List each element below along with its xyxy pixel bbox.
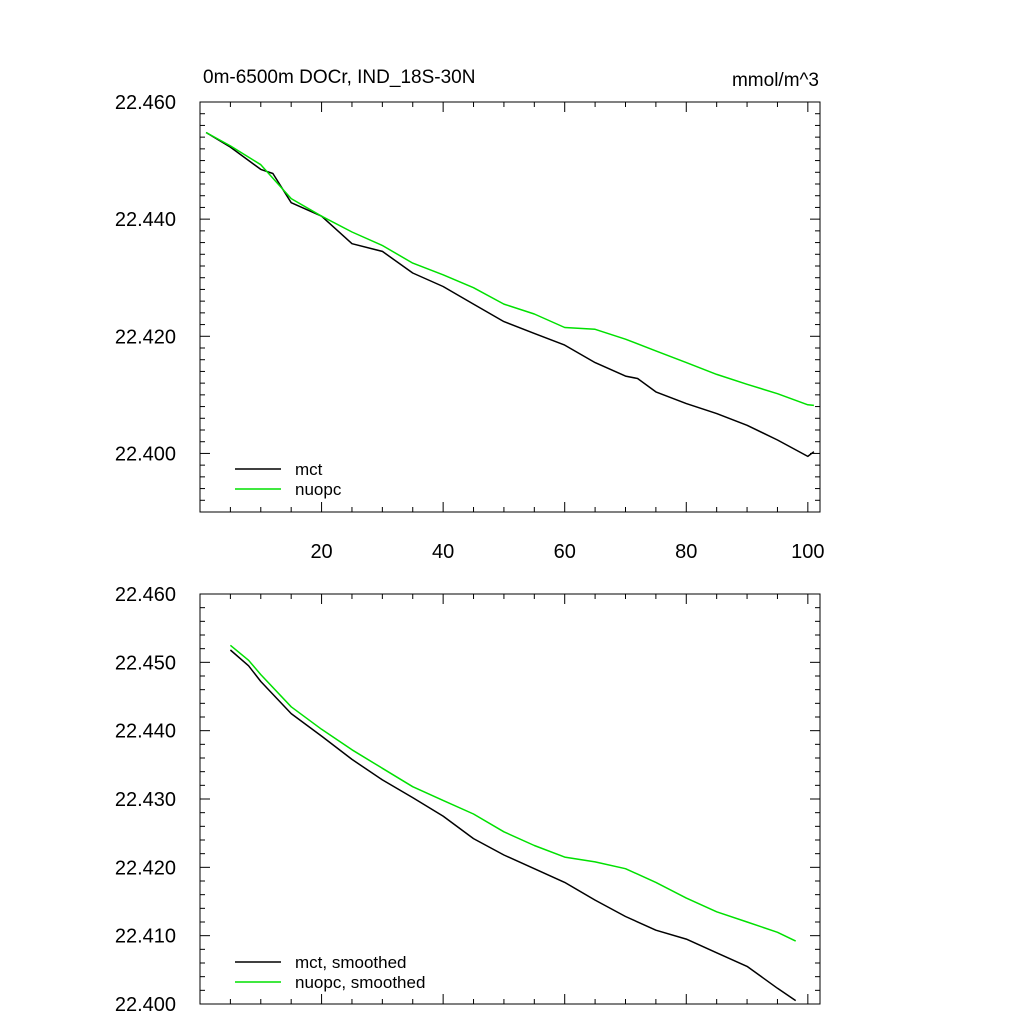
plot-frame-top: [199, 101, 821, 513]
series-lines-bottom: [229, 644, 797, 1002]
units-label: mmol/m^3: [732, 70, 819, 91]
x-tick-label: 80: [675, 541, 697, 563]
legend-label: nuopc, smoothed: [295, 973, 425, 992]
y-tick-label: 22.420: [115, 326, 176, 348]
panel-top: 0m-6500m DOCr, IND_18S-30N mmol/m^3 20 40…: [115, 67, 825, 563]
y-tick-label: 22.410: [115, 926, 176, 948]
legend-label: mct: [295, 460, 323, 479]
series-line-mct-smoothed: [229, 649, 797, 1002]
y-tick-label: 22.450: [115, 652, 176, 674]
y-tick-label: 22.400: [115, 443, 176, 465]
x-tick-label: 100: [791, 541, 824, 563]
series-line-mct: [205, 131, 815, 458]
y-tick-label: 22.440: [115, 209, 176, 231]
legend-label: mct, smoothed: [295, 953, 407, 972]
series-line-nuopc-smoothed: [229, 644, 797, 942]
panel-bottom: 22.460 22.450 22.440 22.430 22.420 22.410 22.4…: [115, 584, 821, 1016]
x-tick-label: 40: [432, 541, 454, 563]
chart-title: 0m-6500m DOCr, IND_18S-30N: [203, 67, 475, 88]
y-tick-label: 22.460: [115, 584, 176, 606]
plot-frame-bottom: [199, 593, 821, 1005]
y-tick-label: 22.420: [115, 857, 176, 879]
x-tick-label: 60: [554, 541, 576, 563]
y-tick-label: 22.440: [115, 721, 176, 743]
series-lines-top: [205, 131, 815, 458]
axis-ticks-top: 20 40 60 80 100 22.460 22.440 22.420 22.400: [115, 92, 825, 563]
axis-ticks-bottom: 22.460 22.450 22.440 22.430 22.420 22.410 22.4…: [115, 584, 820, 1016]
series-line-nuopc: [205, 131, 814, 407]
y-tick-label: 22.460: [115, 92, 176, 114]
legend-label: nuopc: [295, 480, 342, 499]
y-tick-label: 22.400: [115, 994, 176, 1016]
x-tick-label: 20: [310, 541, 332, 563]
y-tick-label: 22.430: [115, 789, 176, 811]
